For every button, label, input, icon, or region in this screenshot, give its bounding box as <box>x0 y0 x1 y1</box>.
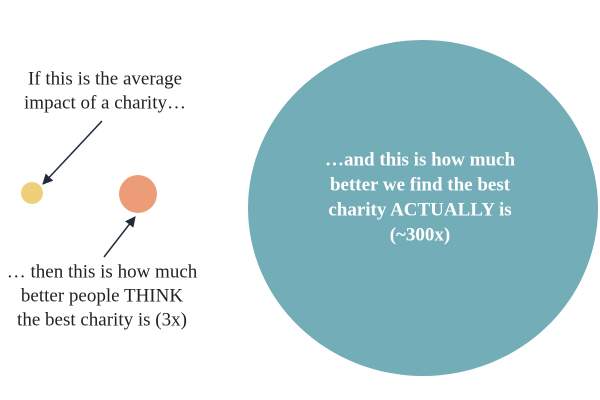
annotation-line: charity ACTUALLY is <box>328 199 511 220</box>
annotation-line: better people THINK <box>21 285 183 306</box>
arrow <box>103 216 136 258</box>
arrow <box>42 120 103 185</box>
annotation-line: … then this is how much <box>7 261 198 282</box>
average-impact-circle <box>21 182 43 204</box>
perceived-impact-circle <box>119 175 157 213</box>
annotations: If this is the average impact of a charit… <box>7 68 516 330</box>
annotation-line: the best charity is (3x) <box>17 309 187 330</box>
annotation-line: impact of a charity… <box>24 92 186 113</box>
annotation-line: (~300x) <box>390 224 451 245</box>
annotation-line: …and this is how much <box>325 149 515 170</box>
actual-impact-circle <box>248 40 598 376</box>
annotation-line: better we find the best <box>330 174 511 195</box>
annotation-line: If this is the average <box>28 68 182 89</box>
